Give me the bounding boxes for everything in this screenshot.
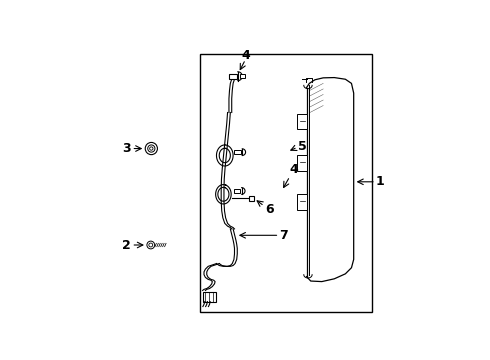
Text: 6: 6 [265, 203, 273, 216]
Bar [240, 74, 245, 77]
Circle shape [147, 145, 155, 152]
Text: 1: 1 [376, 175, 384, 188]
Bar [234, 189, 240, 193]
Bar [203, 292, 216, 302]
Circle shape [145, 143, 157, 155]
Bar [297, 114, 307, 129]
Bar [200, 54, 372, 312]
Bar [229, 74, 237, 79]
Text: 2: 2 [122, 239, 131, 252]
Text: 3: 3 [122, 142, 131, 155]
Circle shape [149, 243, 153, 247]
Text: 4: 4 [241, 49, 250, 62]
Circle shape [147, 241, 155, 249]
Text: 7: 7 [279, 229, 288, 242]
Bar [249, 196, 254, 201]
Bar [297, 194, 307, 210]
Text: 4: 4 [290, 163, 298, 176]
Bar [297, 156, 307, 171]
Circle shape [149, 147, 153, 150]
Text: 5: 5 [298, 140, 307, 153]
Bar [235, 150, 241, 154]
